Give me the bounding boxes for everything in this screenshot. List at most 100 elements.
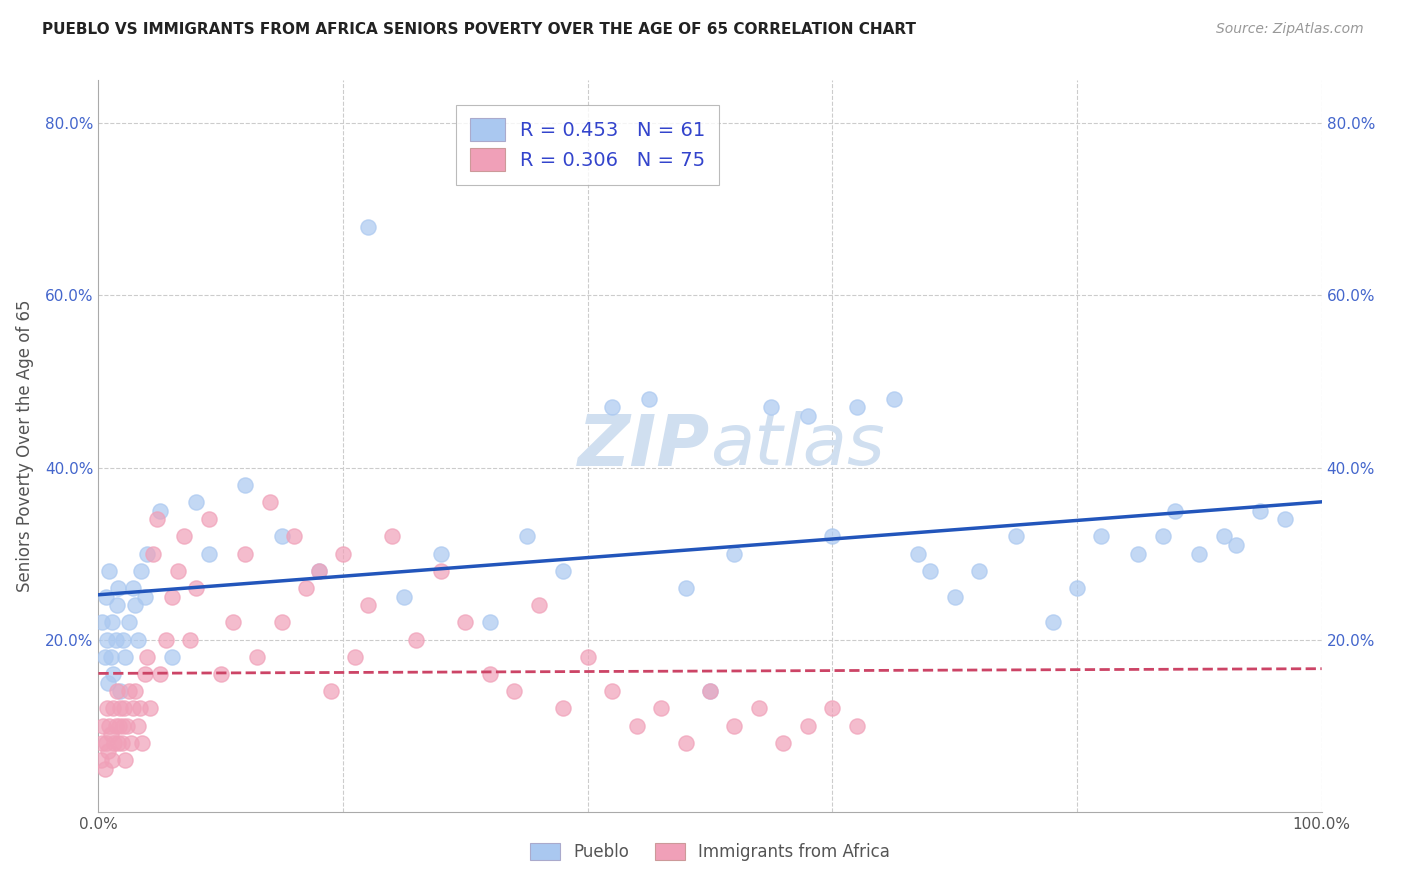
- Point: [723, 547, 745, 561]
- Point: [110, 684, 132, 698]
- Point: [101, 615, 124, 630]
- Legend: Pueblo, Immigrants from Africa: Pueblo, Immigrants from Africa: [522, 834, 898, 869]
- Point: [118, 615, 141, 630]
- Point: [1225, 538, 1247, 552]
- Point: [943, 590, 966, 604]
- Point: [430, 547, 453, 561]
- Point: [103, 736, 125, 750]
- Point: [233, 477, 256, 491]
- Point: [503, 684, 526, 698]
- Y-axis label: Seniors Poverty Over the Age of 65: Seniors Poverty Over the Age of 65: [15, 300, 34, 592]
- Point: [1128, 547, 1150, 561]
- Point: [246, 649, 269, 664]
- Point: [96, 701, 118, 715]
- Point: [356, 219, 378, 234]
- Point: [149, 503, 172, 517]
- Point: [723, 719, 745, 733]
- Point: [381, 529, 404, 543]
- Point: [270, 615, 294, 630]
- Point: [160, 590, 183, 604]
- Point: [209, 667, 232, 681]
- Point: [527, 598, 550, 612]
- Point: [761, 401, 783, 415]
- Point: [637, 392, 661, 406]
- Point: [821, 529, 844, 543]
- Point: [319, 684, 342, 698]
- Point: [1188, 547, 1211, 561]
- Point: [233, 547, 256, 561]
- Point: [101, 753, 124, 767]
- Point: [186, 495, 208, 509]
- Point: [94, 736, 117, 750]
- Point: [295, 581, 318, 595]
- Point: [920, 564, 942, 578]
- Point: [91, 615, 114, 630]
- Point: [111, 632, 134, 647]
- Point: [1164, 503, 1187, 517]
- Point: [94, 590, 117, 604]
- Point: [127, 632, 149, 647]
- Point: [344, 649, 367, 664]
- Point: [124, 598, 146, 612]
- Point: [136, 547, 159, 561]
- Point: [675, 581, 697, 595]
- Point: [907, 547, 929, 561]
- Point: [405, 632, 427, 647]
- Point: [600, 684, 623, 698]
- Point: [650, 701, 672, 715]
- Point: [93, 649, 115, 664]
- Point: [699, 684, 721, 698]
- Point: [821, 701, 844, 715]
- Point: [478, 667, 501, 681]
- Point: [90, 753, 112, 767]
- Point: [142, 547, 165, 561]
- Point: [118, 684, 141, 698]
- Point: [600, 401, 623, 415]
- Point: [149, 667, 172, 681]
- Point: [111, 719, 134, 733]
- Point: [101, 701, 124, 715]
- Point: [430, 564, 453, 578]
- Point: [1152, 529, 1174, 543]
- Point: [308, 564, 330, 578]
- Point: [454, 615, 477, 630]
- Point: [136, 649, 159, 664]
- Text: Source: ZipAtlas.com: Source: ZipAtlas.com: [1216, 22, 1364, 37]
- Point: [1066, 581, 1088, 595]
- Point: [98, 564, 121, 578]
- Point: [108, 719, 131, 733]
- Point: [100, 649, 122, 664]
- Point: [160, 649, 183, 664]
- Point: [91, 719, 114, 733]
- Point: [626, 719, 648, 733]
- Point: [967, 564, 990, 578]
- Point: [107, 736, 129, 750]
- Point: [270, 529, 294, 543]
- Point: [101, 667, 124, 681]
- Point: [883, 392, 905, 406]
- Point: [845, 401, 868, 415]
- Point: [478, 615, 501, 630]
- Point: [91, 736, 114, 750]
- Point: [797, 409, 820, 423]
- Point: [131, 736, 153, 750]
- Point: [146, 512, 169, 526]
- Point: [332, 547, 354, 561]
- Point: [515, 529, 537, 543]
- Point: [121, 581, 143, 595]
- Text: PUEBLO VS IMMIGRANTS FROM AFRICA SENIORS POVERTY OVER THE AGE OF 65 CORRELATION : PUEBLO VS IMMIGRANTS FROM AFRICA SENIORS…: [42, 22, 917, 37]
- Point: [104, 632, 127, 647]
- Point: [553, 701, 575, 715]
- Point: [845, 719, 868, 733]
- Point: [115, 719, 138, 733]
- Point: [1090, 529, 1112, 543]
- Point: [308, 564, 330, 578]
- Point: [197, 512, 219, 526]
- Point: [356, 598, 378, 612]
- Point: [283, 529, 305, 543]
- Point: [105, 684, 128, 698]
- Point: [222, 615, 245, 630]
- Point: [1042, 615, 1064, 630]
- Point: [155, 632, 177, 647]
- Point: [110, 701, 132, 715]
